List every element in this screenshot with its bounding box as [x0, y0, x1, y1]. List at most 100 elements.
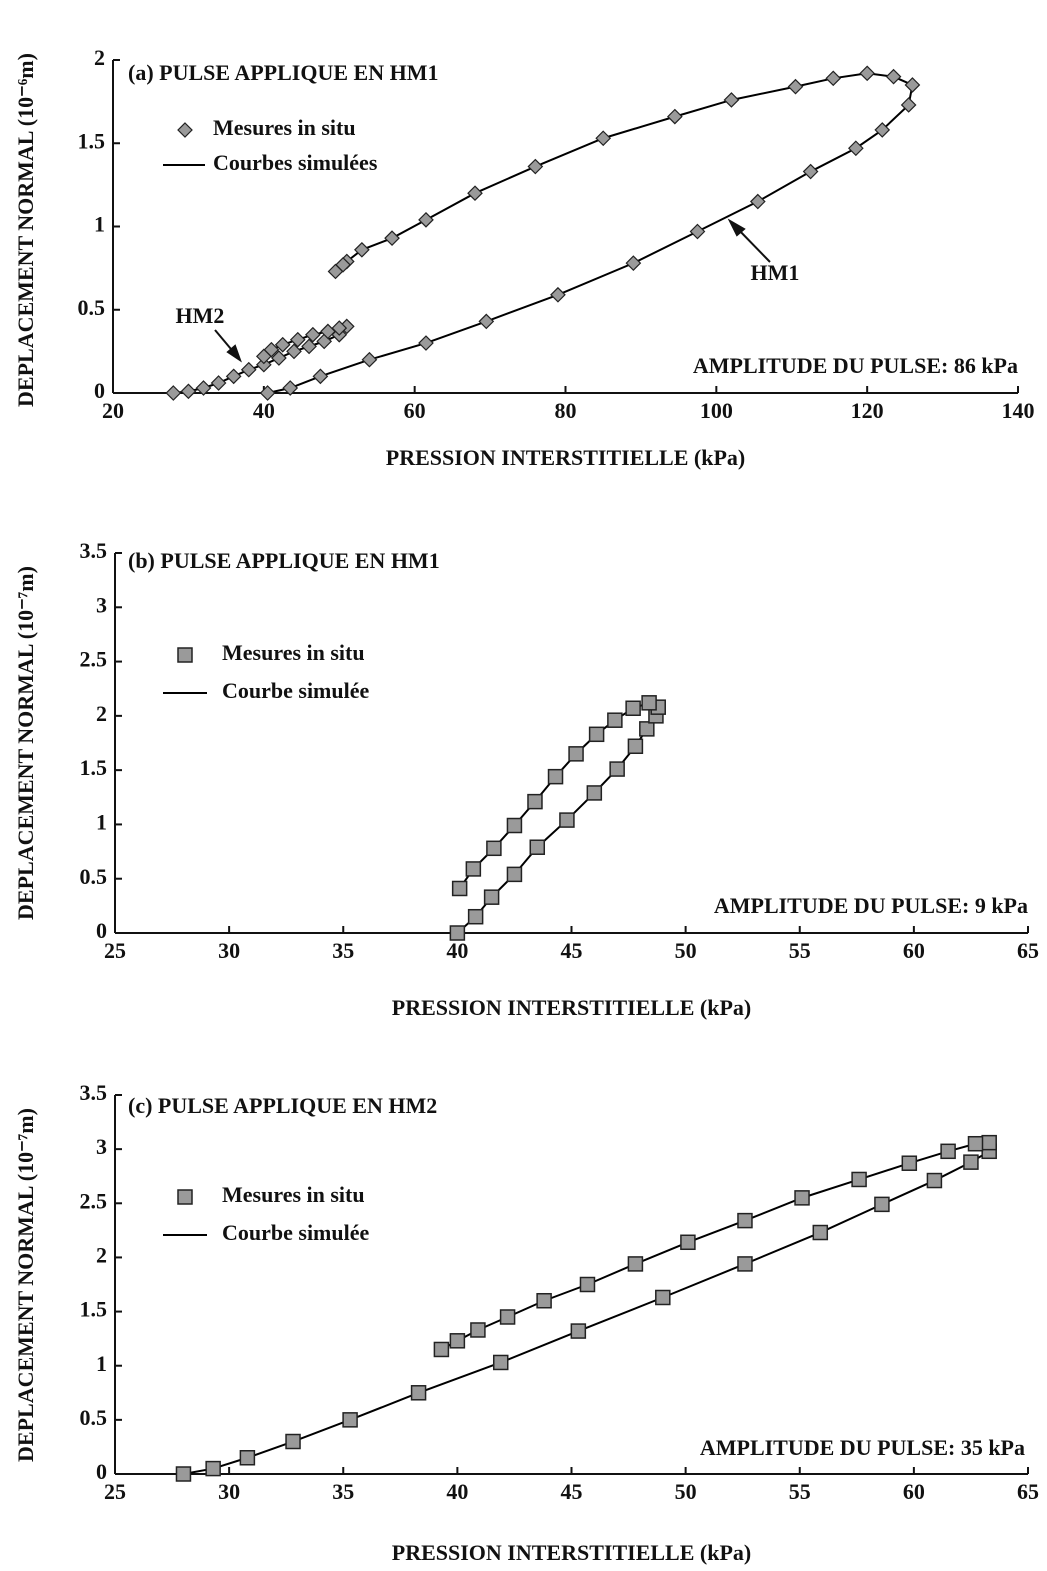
marker: [625, 700, 641, 717]
marker: [506, 866, 523, 883]
marker: [586, 785, 603, 801]
marker: [588, 726, 605, 743]
x-tick-label: 35: [332, 1479, 354, 1504]
marker: [467, 185, 483, 202]
marker: [354, 241, 370, 258]
y-tick-label: 2: [94, 45, 105, 70]
annotation: AMPLITUDE DU PULSE: 9 kPa: [714, 893, 1028, 918]
y-tick-label: 0: [94, 378, 105, 403]
legend-label: Courbe simulée: [222, 678, 370, 703]
arrow-head: [727, 218, 746, 237]
arrow-head: [226, 344, 242, 363]
legend-marker: [177, 647, 193, 663]
x-tick-label: 40: [446, 938, 468, 963]
y-tick-label: 1.5: [80, 755, 108, 780]
annotation: HM1: [751, 260, 800, 285]
marker: [655, 1289, 671, 1306]
marker: [285, 1433, 301, 1450]
marker: [418, 211, 434, 228]
marker: [165, 385, 182, 401]
x-tick-label: 65: [1017, 938, 1039, 963]
marker: [342, 1412, 358, 1428]
y-tick-label: 0.5: [80, 864, 108, 889]
marker: [506, 817, 523, 834]
marker: [486, 840, 502, 857]
marker: [900, 97, 917, 113]
marker: [180, 383, 197, 400]
y-tick-label: 2: [96, 701, 107, 726]
marker: [361, 351, 378, 368]
marker: [794, 1190, 810, 1206]
y-tick-label: 0.5: [80, 1405, 108, 1430]
x-tick-label: 50: [675, 938, 697, 963]
marker: [418, 335, 434, 351]
marker: [607, 712, 623, 728]
marker: [210, 375, 227, 391]
x-tick-label: 30: [218, 938, 240, 963]
y-tick-label: 2.5: [80, 647, 108, 672]
marker: [848, 140, 864, 157]
x-tick-label: 25: [104, 938, 126, 963]
marker: [410, 1385, 427, 1401]
panel-title: (c) PULSE APPLIQUE EN HM2: [128, 1093, 437, 1118]
x-tick-label: 80: [555, 398, 577, 423]
legend: Mesures in situ Courbe simulée: [163, 1182, 370, 1245]
marker: [547, 768, 564, 785]
y-tick-label: 3.5: [80, 538, 108, 563]
x-tick-label: 60: [903, 938, 925, 963]
marker: [492, 1354, 509, 1371]
x-tick-label: 55: [789, 1479, 811, 1504]
marker: [981, 1134, 997, 1151]
marker: [579, 1276, 596, 1293]
marker: [641, 695, 657, 711]
x-tick-label: 35: [332, 938, 354, 963]
y-tick-label: 1: [96, 809, 107, 834]
marker: [205, 1460, 221, 1477]
marker: [737, 1256, 753, 1272]
marker: [627, 738, 644, 755]
marker: [301, 338, 317, 355]
x-tick-label: 50: [675, 1479, 697, 1504]
marker: [449, 925, 466, 941]
y-tick-label: 2: [96, 1242, 107, 1267]
marker: [536, 1292, 552, 1309]
panel-title: (a) PULSE APPLIQUE EN HM1: [128, 60, 438, 85]
x-axis-label: PRESSION INTERSTITIELLE (kPa): [392, 1540, 751, 1565]
marker: [527, 158, 544, 175]
y-tick-label: 0: [96, 918, 107, 943]
legend-marker: [177, 1189, 193, 1205]
y-axis-label: DEPLACEMENT NORMAL (10⁻⁷m): [13, 1108, 38, 1462]
marker: [625, 255, 642, 271]
legend: Mesures in situ Courbes simulées: [163, 115, 378, 175]
marker: [802, 163, 819, 180]
y-tick-label: 3: [96, 1134, 107, 1159]
x-tick-label: 65: [1017, 1479, 1039, 1504]
marker: [384, 230, 400, 247]
marker: [240, 361, 257, 378]
legend-label: Mesures in situ: [222, 1182, 365, 1207]
marker: [327, 263, 344, 280]
marker: [289, 331, 306, 348]
marker: [255, 356, 272, 373]
marker: [483, 889, 500, 905]
y-tick-label: 1.5: [80, 1297, 108, 1322]
y-tick-label: 3: [96, 592, 107, 617]
marker: [787, 78, 804, 95]
marker: [175, 1466, 192, 1482]
x-tick-label: 55: [789, 938, 811, 963]
marker: [680, 1234, 696, 1251]
marker: [859, 65, 876, 82]
y-tick-label: 3.5: [80, 1080, 108, 1105]
marker: [874, 1196, 890, 1213]
marker: [609, 761, 625, 777]
marker: [559, 812, 575, 828]
marker: [465, 861, 482, 877]
marker: [470, 1322, 486, 1338]
x-axis-label: PRESSION INTERSTITIELLE (kPa): [386, 445, 745, 470]
marker: [639, 721, 655, 737]
marker: [570, 1323, 587, 1339]
marker: [627, 1256, 644, 1272]
legend-label: Mesures in situ: [222, 640, 365, 665]
marker: [737, 1212, 753, 1229]
